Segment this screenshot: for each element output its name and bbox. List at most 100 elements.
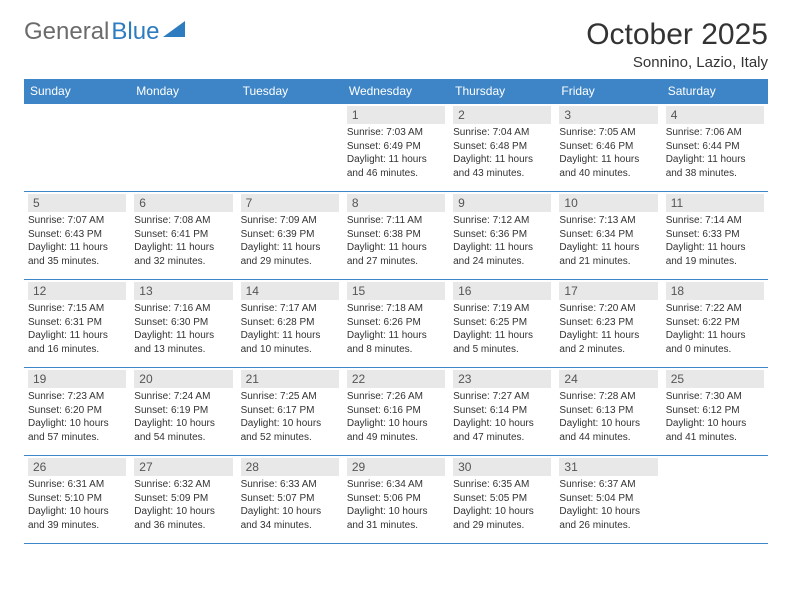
sunset-line: Sunset: 6:33 PM bbox=[666, 228, 764, 242]
calendar-cell: 24Sunrise: 7:28 AMSunset: 6:13 PMDayligh… bbox=[555, 368, 661, 456]
daylight-line: Daylight: 10 hours and 52 minutes. bbox=[241, 417, 339, 444]
daylight-line: Daylight: 11 hours and 2 minutes. bbox=[559, 329, 657, 356]
sunset-line: Sunset: 6:28 PM bbox=[241, 316, 339, 330]
daylight-line: Daylight: 10 hours and 47 minutes. bbox=[453, 417, 551, 444]
calendar-cell: 25Sunrise: 7:30 AMSunset: 6:12 PMDayligh… bbox=[662, 368, 768, 456]
sunset-line: Sunset: 5:07 PM bbox=[241, 492, 339, 506]
day-number: 29 bbox=[347, 458, 445, 476]
calendar-cell: 23Sunrise: 7:27 AMSunset: 6:14 PMDayligh… bbox=[449, 368, 555, 456]
calendar-cell: 11Sunrise: 7:14 AMSunset: 6:33 PMDayligh… bbox=[662, 192, 768, 280]
sunrise-line: Sunrise: 7:05 AM bbox=[559, 126, 657, 140]
calendar-cell: 4Sunrise: 7:06 AMSunset: 6:44 PMDaylight… bbox=[662, 104, 768, 192]
daylight-line: Daylight: 11 hours and 0 minutes. bbox=[666, 329, 764, 356]
day-number: 2 bbox=[453, 106, 551, 124]
day-number: 19 bbox=[28, 370, 126, 388]
daylight-line: Daylight: 10 hours and 26 minutes. bbox=[559, 505, 657, 532]
day-number: 16 bbox=[453, 282, 551, 300]
day-number: 17 bbox=[559, 282, 657, 300]
calendar-cell: 19Sunrise: 7:23 AMSunset: 6:20 PMDayligh… bbox=[24, 368, 130, 456]
day-number: 13 bbox=[134, 282, 232, 300]
sunrise-line: Sunrise: 7:09 AM bbox=[241, 214, 339, 228]
day-number: 31 bbox=[559, 458, 657, 476]
sunset-line: Sunset: 6:44 PM bbox=[666, 140, 764, 154]
sunrise-line: Sunrise: 7:24 AM bbox=[134, 390, 232, 404]
calendar-cell: 9Sunrise: 7:12 AMSunset: 6:36 PMDaylight… bbox=[449, 192, 555, 280]
sunrise-line: Sunrise: 7:16 AM bbox=[134, 302, 232, 316]
sunrise-line: Sunrise: 7:22 AM bbox=[666, 302, 764, 316]
sunset-line: Sunset: 6:49 PM bbox=[347, 140, 445, 154]
calendar-cell bbox=[24, 104, 130, 192]
sunset-line: Sunset: 6:30 PM bbox=[134, 316, 232, 330]
daylight-line: Daylight: 11 hours and 38 minutes. bbox=[666, 153, 764, 180]
sunrise-line: Sunrise: 7:17 AM bbox=[241, 302, 339, 316]
day-number: 3 bbox=[559, 106, 657, 124]
brand-logo: GeneralBlue bbox=[24, 18, 185, 46]
weekday-header: Wednesday bbox=[343, 79, 449, 104]
sunset-line: Sunset: 5:06 PM bbox=[347, 492, 445, 506]
brand-part2: Blue bbox=[111, 18, 159, 46]
sunset-line: Sunset: 6:19 PM bbox=[134, 404, 232, 418]
calendar-cell: 26Sunrise: 6:31 AMSunset: 5:10 PMDayligh… bbox=[24, 456, 130, 544]
daylight-line: Daylight: 11 hours and 43 minutes. bbox=[453, 153, 551, 180]
day-number: 18 bbox=[666, 282, 764, 300]
calendar-cell: 5Sunrise: 7:07 AMSunset: 6:43 PMDaylight… bbox=[24, 192, 130, 280]
calendar-cell bbox=[237, 104, 343, 192]
sunset-line: Sunset: 6:26 PM bbox=[347, 316, 445, 330]
day-number: 6 bbox=[134, 194, 232, 212]
sunrise-line: Sunrise: 7:23 AM bbox=[28, 390, 126, 404]
daylight-line: Daylight: 11 hours and 8 minutes. bbox=[347, 329, 445, 356]
daylight-line: Daylight: 11 hours and 10 minutes. bbox=[241, 329, 339, 356]
day-number: 14 bbox=[241, 282, 339, 300]
sunrise-line: Sunrise: 7:13 AM bbox=[559, 214, 657, 228]
day-number: 15 bbox=[347, 282, 445, 300]
sunrise-line: Sunrise: 6:35 AM bbox=[453, 478, 551, 492]
daylight-line: Daylight: 10 hours and 54 minutes. bbox=[134, 417, 232, 444]
day-number: 23 bbox=[453, 370, 551, 388]
daylight-line: Daylight: 11 hours and 24 minutes. bbox=[453, 241, 551, 268]
sunset-line: Sunset: 6:31 PM bbox=[28, 316, 126, 330]
sunrise-line: Sunrise: 7:18 AM bbox=[347, 302, 445, 316]
weekday-header: Saturday bbox=[662, 79, 768, 104]
calendar-cell: 29Sunrise: 6:34 AMSunset: 5:06 PMDayligh… bbox=[343, 456, 449, 544]
sunrise-line: Sunrise: 7:30 AM bbox=[666, 390, 764, 404]
daylight-line: Daylight: 11 hours and 21 minutes. bbox=[559, 241, 657, 268]
sunrise-line: Sunrise: 7:14 AM bbox=[666, 214, 764, 228]
day-number: 12 bbox=[28, 282, 126, 300]
daylight-line: Daylight: 10 hours and 57 minutes. bbox=[28, 417, 126, 444]
day-number: 27 bbox=[134, 458, 232, 476]
calendar-cell: 31Sunrise: 6:37 AMSunset: 5:04 PMDayligh… bbox=[555, 456, 661, 544]
calendar-cell: 22Sunrise: 7:26 AMSunset: 6:16 PMDayligh… bbox=[343, 368, 449, 456]
daylight-line: Daylight: 10 hours and 39 minutes. bbox=[28, 505, 126, 532]
calendar-cell: 7Sunrise: 7:09 AMSunset: 6:39 PMDaylight… bbox=[237, 192, 343, 280]
sunrise-line: Sunrise: 7:20 AM bbox=[559, 302, 657, 316]
sunrise-line: Sunrise: 7:08 AM bbox=[134, 214, 232, 228]
logo-triangle-icon bbox=[163, 21, 185, 37]
sunset-line: Sunset: 6:17 PM bbox=[241, 404, 339, 418]
day-number: 10 bbox=[559, 194, 657, 212]
sunrise-line: Sunrise: 6:37 AM bbox=[559, 478, 657, 492]
sunrise-line: Sunrise: 7:19 AM bbox=[453, 302, 551, 316]
sunset-line: Sunset: 6:23 PM bbox=[559, 316, 657, 330]
weekday-header: Sunday bbox=[24, 79, 130, 104]
calendar-cell: 28Sunrise: 6:33 AMSunset: 5:07 PMDayligh… bbox=[237, 456, 343, 544]
day-number: 25 bbox=[666, 370, 764, 388]
sunrise-line: Sunrise: 7:15 AM bbox=[28, 302, 126, 316]
daylight-line: Daylight: 11 hours and 40 minutes. bbox=[559, 153, 657, 180]
sunset-line: Sunset: 6:36 PM bbox=[453, 228, 551, 242]
brand-part1: General bbox=[24, 18, 109, 46]
day-number: 24 bbox=[559, 370, 657, 388]
calendar-cell: 12Sunrise: 7:15 AMSunset: 6:31 PMDayligh… bbox=[24, 280, 130, 368]
calendar-cell: 20Sunrise: 7:24 AMSunset: 6:19 PMDayligh… bbox=[130, 368, 236, 456]
sunrise-line: Sunrise: 7:06 AM bbox=[666, 126, 764, 140]
day-number: 8 bbox=[347, 194, 445, 212]
daylight-line: Daylight: 11 hours and 32 minutes. bbox=[134, 241, 232, 268]
daylight-line: Daylight: 10 hours and 31 minutes. bbox=[347, 505, 445, 532]
sunrise-line: Sunrise: 7:27 AM bbox=[453, 390, 551, 404]
sunrise-line: Sunrise: 7:25 AM bbox=[241, 390, 339, 404]
calendar-cell: 13Sunrise: 7:16 AMSunset: 6:30 PMDayligh… bbox=[130, 280, 236, 368]
sunrise-line: Sunrise: 7:03 AM bbox=[347, 126, 445, 140]
month-title: October 2025 bbox=[586, 18, 768, 52]
sunset-line: Sunset: 6:22 PM bbox=[666, 316, 764, 330]
sunset-line: Sunset: 6:25 PM bbox=[453, 316, 551, 330]
weekday-header: Monday bbox=[130, 79, 236, 104]
